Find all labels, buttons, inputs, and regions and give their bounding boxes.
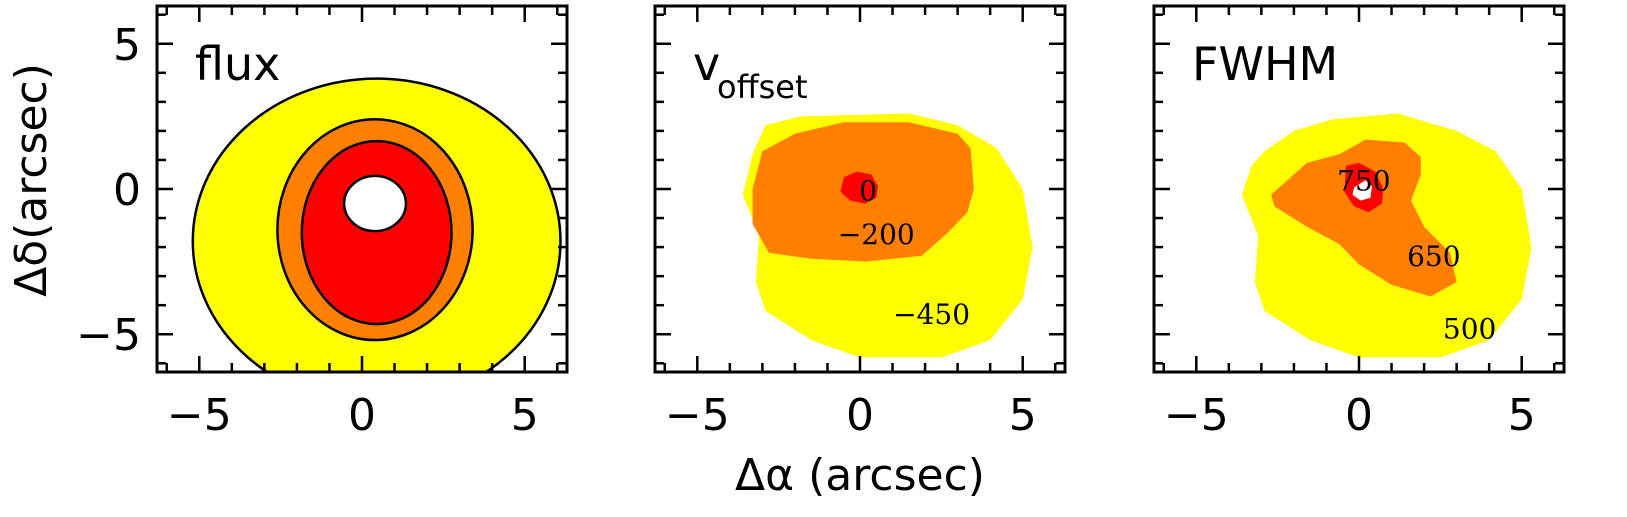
x-tick-label: 0 (1345, 390, 1373, 441)
x-axis-title: Δα (arcsec) (735, 450, 985, 501)
y-tick-label: 0 (113, 165, 141, 216)
y-tick-label: −5 (76, 310, 141, 361)
y-axis-title: Δδ(arcsec) (6, 63, 57, 297)
panel-title: FWHM (1192, 37, 1338, 91)
panel-title: v (693, 37, 720, 91)
panel-1: −5 0 5 −5 0 5 flux (76, 4, 569, 441)
x-tick-label: −5 (665, 390, 730, 441)
flux-contour-4 (342, 174, 408, 233)
contour-label-2: 650 (1407, 240, 1460, 273)
region-4 (1352, 180, 1372, 201)
panel-title: flux (195, 37, 280, 91)
x-tick-label: 0 (348, 390, 376, 441)
contour-label-1: 0 (859, 174, 877, 207)
region-3 (840, 171, 878, 204)
panel-title-subscript: offset (717, 68, 808, 106)
contour-label-1: 750 (1337, 164, 1390, 197)
panel-3: 750 650 500 −5 0 5 FWHM (1152, 4, 1566, 441)
x-tick-label: −5 (1164, 390, 1229, 441)
y-tick-label: 5 (113, 20, 141, 71)
x-tick-label: 5 (1508, 390, 1536, 441)
axis-ticks (1154, 6, 1564, 372)
contour-label-3: 500 (1443, 312, 1496, 345)
x-tick-label: 5 (1009, 390, 1037, 441)
contour-label-3: −450 (893, 298, 970, 331)
axis-ticks (157, 6, 567, 372)
x-tick-label: 5 (511, 390, 539, 441)
panel-1-map (191, 77, 562, 372)
panel-3-map (1241, 113, 1532, 358)
region-2 (1271, 139, 1457, 297)
axis-ticks (655, 6, 1065, 372)
panel-2-map (742, 113, 1033, 358)
x-tick-label: 0 (846, 390, 874, 441)
x-tick-label: −5 (167, 390, 232, 441)
flux-contour-3 (300, 139, 453, 326)
contour-label-2: −200 (838, 218, 915, 251)
